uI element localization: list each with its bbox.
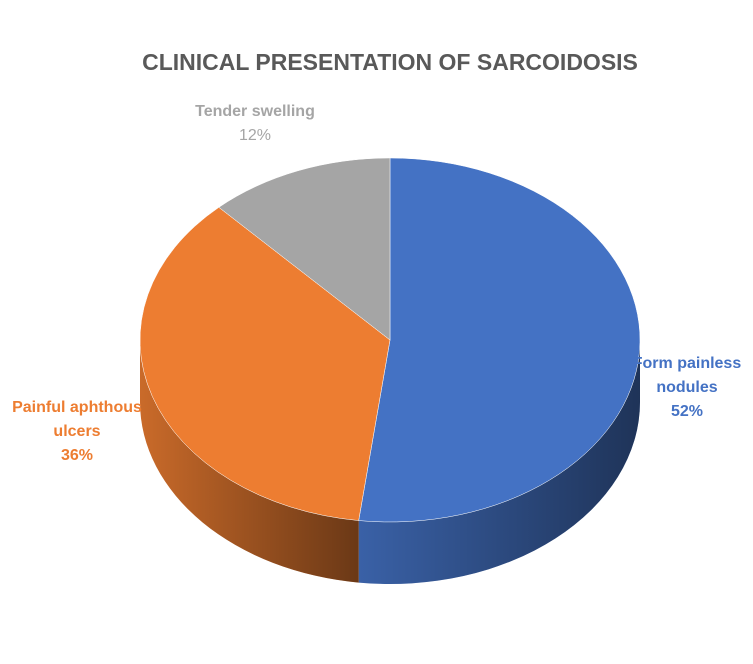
value-label: 12% xyxy=(238,127,272,144)
slice xyxy=(139,207,391,521)
slice xyxy=(358,157,641,523)
slice-side-shade xyxy=(358,340,640,584)
value-label: 36% xyxy=(60,447,94,464)
slice-side-shade xyxy=(140,340,359,583)
slice xyxy=(218,157,391,341)
chart-title: CLINICAL PRESENTATION OF SARCOIDOSIS xyxy=(142,49,638,75)
data-label: Form painless nodules 52% xyxy=(624,352,750,424)
data-label: Painful aphthous ulcers 36% xyxy=(2,396,152,468)
value-label: 52% xyxy=(670,403,704,420)
category-label: Painful aphthous ulcers xyxy=(12,399,142,440)
data-label: Tender swelling 12% xyxy=(170,100,340,148)
category-label: Tender swelling xyxy=(195,103,315,120)
category-label: Form painless nodules xyxy=(632,355,742,396)
